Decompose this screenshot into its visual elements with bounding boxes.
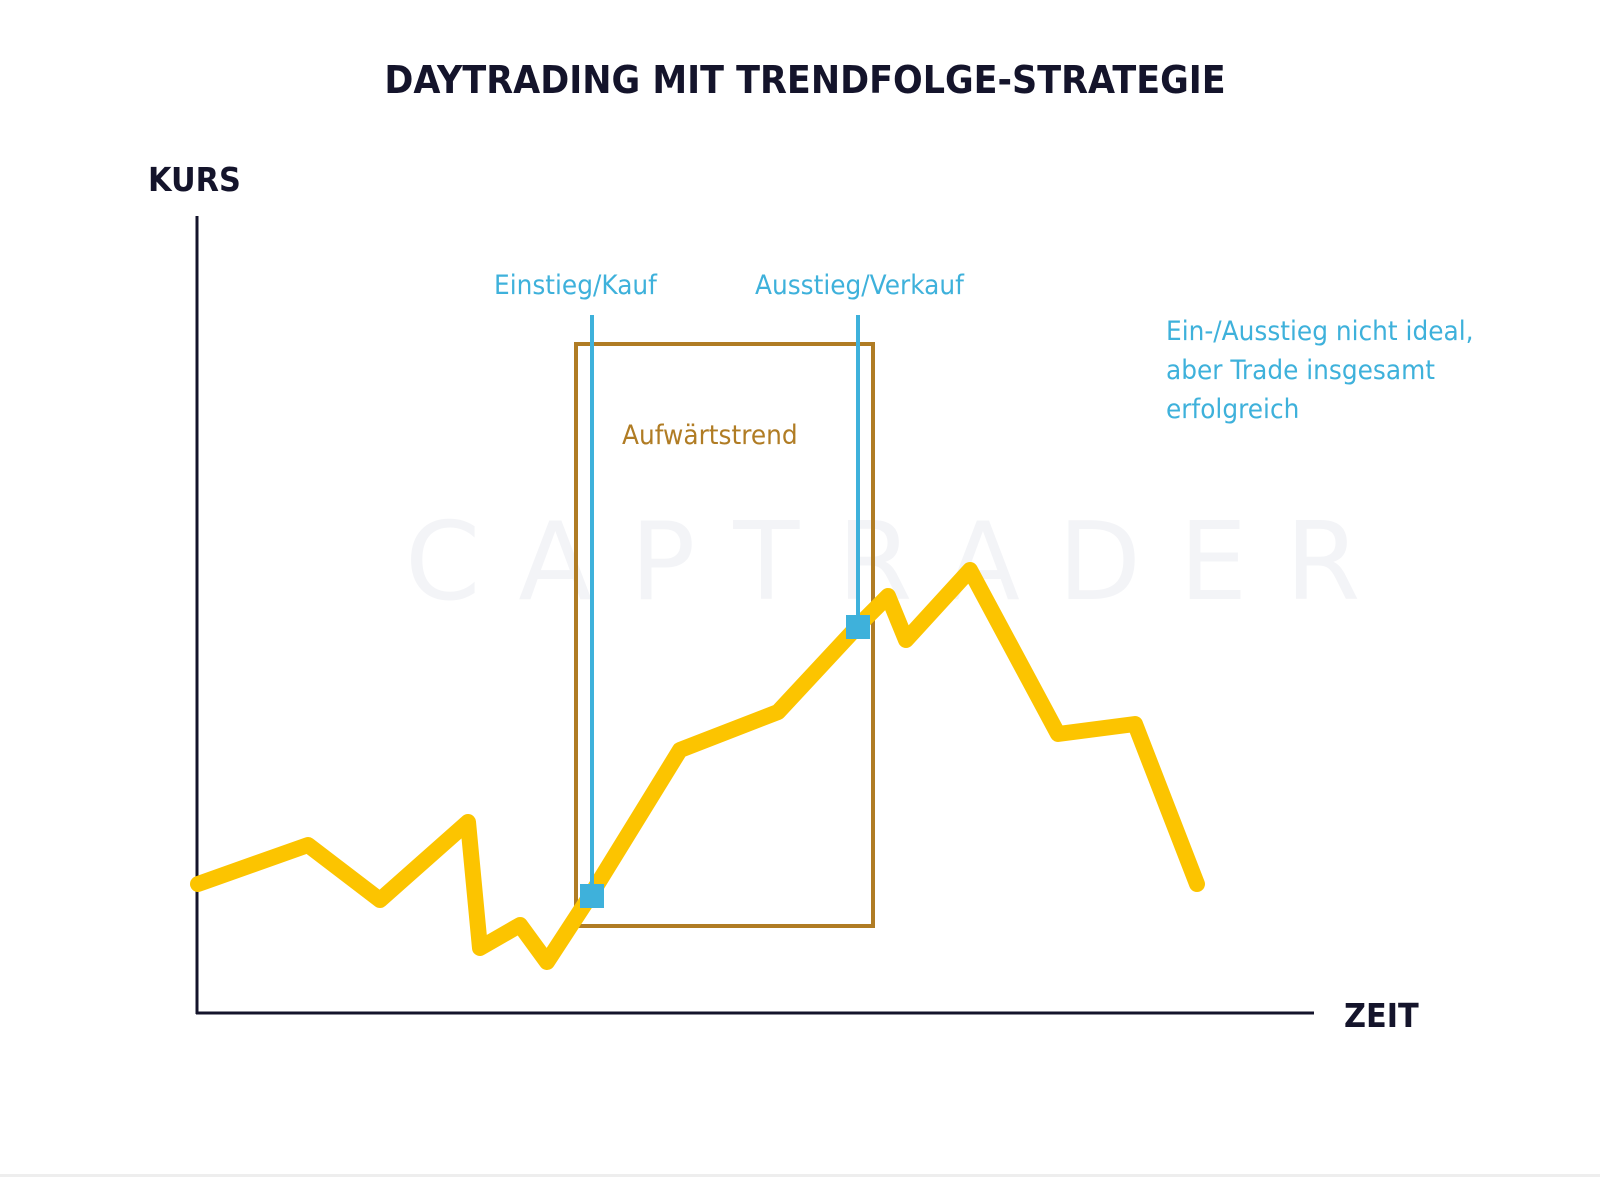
price-line [190,562,1205,970]
trade-note-line: aber Trade insgesamt [1166,355,1436,386]
bottom-divider [0,1174,1600,1177]
x-axis-label: ZEIT [1344,996,1419,1035]
chart-title: DAYTRADING MIT TRENDFOLGE-STRATEGIE [384,58,1226,102]
y-axis-label: KURS [148,160,241,199]
uptrend-label: Aufwärtstrend [622,420,798,451]
exit-marker [846,615,870,639]
trade-note: Ein-/Ausstieg nicht ideal, aber Trade in… [1166,312,1552,429]
trade-note-line: Ein-/Ausstieg nicht ideal, [1166,316,1474,347]
entry-marker [580,884,604,908]
entry-label: Einstieg/Kauf [494,270,657,301]
uptrend-box [574,342,875,928]
trade-note-line: erfolgreich [1166,394,1300,425]
exit-label: Ausstieg/Verkauf [755,270,964,301]
